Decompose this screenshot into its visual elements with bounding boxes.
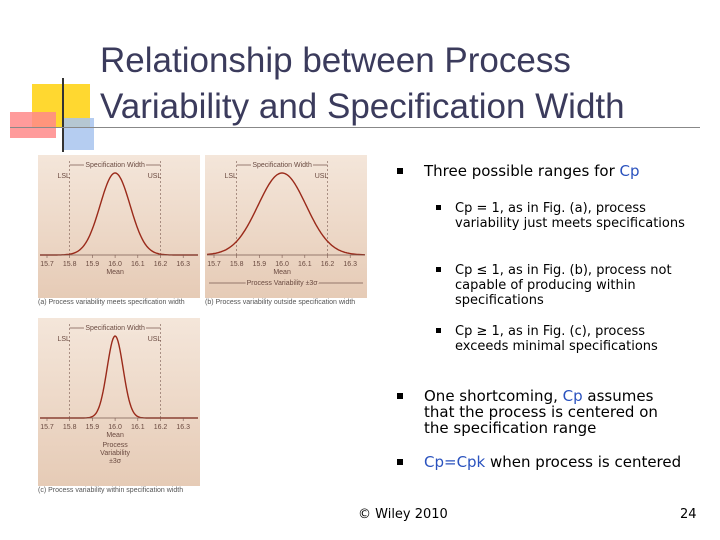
bullet-marker xyxy=(397,168,403,174)
page-number: 24 xyxy=(680,507,697,522)
title-line: Relationship between Process xyxy=(100,41,571,80)
spec-limit-label: LSL xyxy=(57,336,70,343)
tick-label: 16.2 xyxy=(154,261,168,268)
sub-bullet-text: Cp ≥ 1, as in Fig. (c), process exceeds … xyxy=(455,324,695,354)
sub-bullet-text: Cp ≤ 1, as in Fig. (b), process not capa… xyxy=(455,263,695,308)
text-run: Three possible ranges for xyxy=(424,162,615,180)
figure: Specification Width LSL USL 15.7 15.8 15.9 16.… xyxy=(38,318,200,486)
bullet-marker xyxy=(397,459,403,465)
text-run: Cp ≤ 1, as in Fig. (b), process not capa… xyxy=(455,263,672,308)
variability-label: Process xyxy=(102,442,128,449)
tick-label: 16.2 xyxy=(321,261,335,268)
variability-label: Process Variability ±3σ xyxy=(247,280,319,287)
tick-label: 16.0 xyxy=(275,261,289,268)
spec-width-label: Specification Width xyxy=(85,325,145,332)
panel xyxy=(38,155,200,298)
bullet-text: One shortcoming, Cp assumes that the pro… xyxy=(424,388,684,436)
tick-label: 15.8 xyxy=(63,261,77,268)
distribution-curve xyxy=(206,172,365,256)
title-line: Variability and Specification Width xyxy=(100,87,625,126)
sub-bullet-marker xyxy=(436,328,441,333)
text-run: Cp ≥ 1, as in Fig. (c), process exceeds … xyxy=(455,324,658,354)
spec-width-label: Specification Width xyxy=(252,162,312,169)
text-run: Cp xyxy=(562,387,583,405)
footer: © Wiley 2010 xyxy=(358,507,448,522)
tick-label: 15.9 xyxy=(86,424,100,431)
tick-label: 16.1 xyxy=(131,261,145,268)
mean-label: Mean xyxy=(106,269,124,276)
tick-label: 15.9 xyxy=(86,261,100,268)
text-run: when process is centered xyxy=(490,453,682,471)
tick-label: 16.3 xyxy=(343,261,357,268)
mean-label: Mean xyxy=(273,269,291,276)
tick-label: 16.3 xyxy=(176,424,190,431)
tick-label: 16.0 xyxy=(108,424,122,431)
tick-label: 15.7 xyxy=(207,261,221,268)
spec-limit-label: USL xyxy=(148,336,162,343)
text-run: Cp=Cpk xyxy=(424,453,486,471)
text-run: One shortcoming, xyxy=(424,387,558,405)
deco-blue xyxy=(62,118,94,150)
figure-caption: (a) Process variability meets specificat… xyxy=(38,299,185,306)
deco-hline xyxy=(10,127,700,128)
tick-label: 15.7 xyxy=(40,424,54,431)
tick-label: 15.7 xyxy=(40,261,54,268)
tick-label: 16.3 xyxy=(176,261,190,268)
text-run: assumes that the process is centered on … xyxy=(424,387,658,437)
spec-limit-label: LSL xyxy=(224,173,237,180)
tick-label: 16.1 xyxy=(298,261,312,268)
variability-label: ±3σ xyxy=(109,458,122,465)
panel xyxy=(205,155,367,298)
text-run: Cp xyxy=(619,162,640,180)
title: Relationship between Process Variability… xyxy=(100,38,625,130)
spec-width-label: Specification Width xyxy=(85,162,145,169)
figure-caption: (b) Process variability outside specific… xyxy=(205,299,356,306)
bullet-text: Cp=Cpk when process is centered xyxy=(424,454,684,470)
tick-label: 16.0 xyxy=(108,261,122,268)
deco-vline xyxy=(62,78,64,152)
tick-label: 15.8 xyxy=(63,424,77,431)
figure: Specification Width LSL USL 15.7 15.8 15.9 16.… xyxy=(38,155,200,298)
spec-limit-label: LSL xyxy=(57,173,70,180)
mean-label: Mean xyxy=(106,432,124,439)
spec-limit-label: USL xyxy=(148,173,162,180)
bullet-marker xyxy=(397,393,403,399)
tick-label: 15.9 xyxy=(253,261,267,268)
spec-limit-label: USL xyxy=(315,173,329,180)
deco-red xyxy=(10,112,56,138)
sub-bullet-marker xyxy=(436,267,441,272)
bullet-text: Three possible ranges for Cp xyxy=(424,163,684,179)
variability-label: Variability xyxy=(100,450,130,457)
sub-bullet-text: Cp = 1, as in Fig. (a), process variabil… xyxy=(455,201,695,231)
figure-caption: (c) Process variability within specifica… xyxy=(38,487,184,494)
tick-label: 16.1 xyxy=(131,424,145,431)
tick-label: 15.8 xyxy=(230,261,244,268)
text-run: Cp = 1, as in Fig. (a), process variabil… xyxy=(455,201,685,231)
figure: Specification Width LSL USL 15.7 15.8 15.9 16.… xyxy=(205,155,367,298)
sub-bullet-marker xyxy=(436,205,441,210)
tick-label: 16.2 xyxy=(154,424,168,431)
